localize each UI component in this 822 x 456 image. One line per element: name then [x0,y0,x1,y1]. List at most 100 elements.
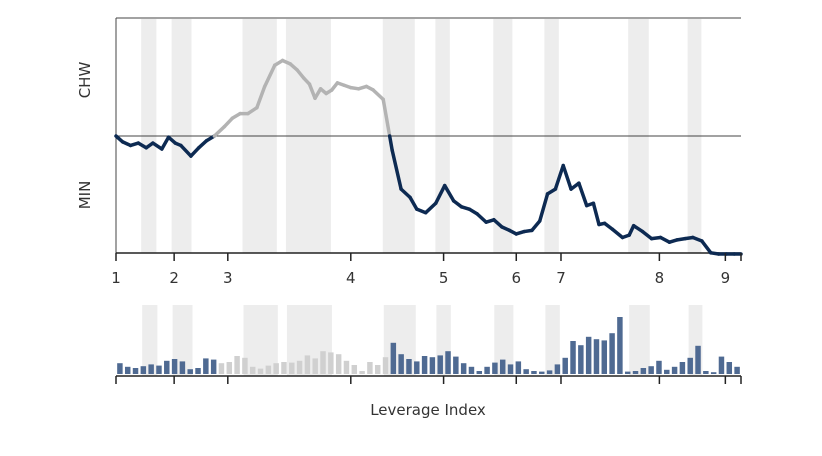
bar [367,362,373,374]
bar [601,340,608,374]
line-segment [313,87,323,100]
x-tick-label: 6 [511,269,521,287]
line-segment [179,143,193,158]
bar [249,366,256,374]
line-segment [530,219,542,233]
line-segment [189,146,201,158]
bar [695,345,701,374]
bar [585,336,592,374]
line-segment [307,82,317,100]
line-segment [700,239,713,255]
line-segment [631,223,645,234]
bar [187,369,193,374]
bar [414,361,420,374]
bar [492,362,498,374]
bar [124,366,131,374]
bar [460,363,467,374]
shaded-band [545,305,560,376]
bar [312,358,318,374]
x-tick-label: 5 [439,269,449,287]
line-segment [160,135,171,151]
bar [468,366,475,374]
line-segment [475,212,488,224]
line-segment [640,229,654,241]
line-segment [423,201,438,215]
x-tick-label: 4 [346,269,356,287]
bar [476,371,483,374]
bar [453,356,459,374]
bar [335,354,342,374]
line-segment [262,63,277,89]
y-axis-label-bottom: MIN [76,181,94,210]
bar [234,356,240,374]
line-segment [537,192,550,223]
bar [296,360,303,374]
bar [734,366,740,374]
x-tick-labels: 1 2 3 4 5 6 7 8 9 [111,269,730,287]
line-segment [222,116,235,129]
line-segment [591,201,601,227]
shaded-band [494,305,514,376]
bar [664,369,670,374]
bar [546,370,553,374]
shaded-band [172,305,193,376]
bar [570,341,576,374]
bar [531,371,537,374]
bar [328,352,334,374]
x-axis-label: Leverage Index [370,401,486,419]
bars-x-ticks [115,376,742,384]
bar [320,351,326,374]
bar [164,360,170,374]
bar [609,333,615,374]
bar [617,317,623,374]
bar [539,371,545,374]
leverage-line [114,58,743,256]
bar [687,357,693,374]
bar [648,366,654,374]
bar [242,357,248,374]
bar [203,358,209,374]
line-segment [577,181,589,208]
x-tick-label: 9 [721,269,731,287]
line-segment [442,183,456,203]
bar [179,361,186,374]
line-segment [561,163,573,191]
x-tick-label: 1 [111,269,121,287]
bar [390,342,397,374]
line-segment [212,124,227,138]
bar [507,364,514,374]
bar [429,357,436,374]
bar [437,355,443,374]
line-segment [408,195,419,211]
bar [679,362,686,374]
bar [359,371,365,374]
line-segment [390,148,403,191]
bar [281,362,287,374]
line-segment [371,88,385,102]
bar [195,368,201,374]
bar [304,355,311,374]
bar [624,371,631,374]
bar [132,368,139,374]
bar [656,360,662,374]
bar [210,359,217,374]
bar [289,362,295,374]
bar [343,360,350,374]
bar [703,371,709,374]
bar [156,365,162,374]
bar [218,363,225,374]
bar [382,357,389,374]
bar [406,359,412,374]
x-tick-label: 7 [556,269,566,287]
bar [171,359,178,374]
bar-series [117,317,740,374]
bar [117,363,123,374]
bar [148,364,154,374]
line-segment [246,105,259,116]
line-segment [387,134,394,152]
bar [265,365,272,374]
line-segment [434,183,447,206]
bar [140,366,147,374]
bar [374,365,381,374]
